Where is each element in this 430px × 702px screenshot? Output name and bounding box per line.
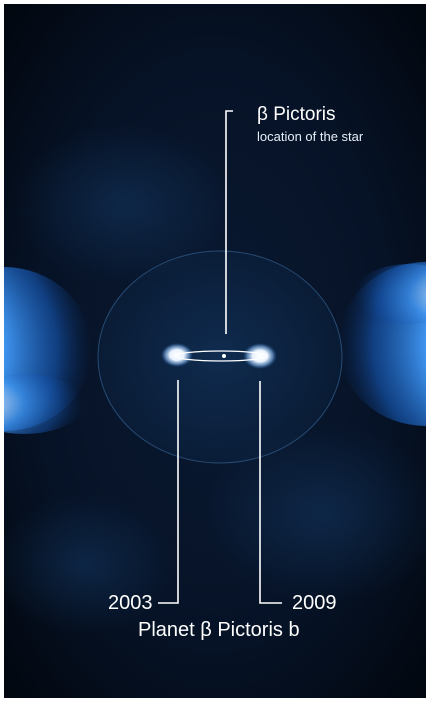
disc-glow-right xyxy=(354,264,426,324)
star-description-label: location of the star xyxy=(257,129,364,144)
disc-glow-left xyxy=(4,374,84,434)
orbit-ellipse xyxy=(174,350,268,362)
haze xyxy=(4,494,174,634)
year-2003-label: 2003 xyxy=(108,592,153,614)
leader-line-2009 xyxy=(259,381,282,604)
star-name-label: β Pictoris xyxy=(257,104,336,125)
planet-blob-2009 xyxy=(243,343,277,369)
planet-name-label: Planet β Pictoris b xyxy=(138,619,300,641)
haze xyxy=(14,124,234,284)
inner-region xyxy=(97,250,343,464)
year-2009-label: 2009 xyxy=(292,592,337,614)
space-image xyxy=(4,4,426,698)
star-dot xyxy=(222,354,226,358)
image-frame: β Pictoris location of the star 2003 200… xyxy=(4,4,426,698)
star-leader-line xyxy=(225,110,233,334)
leader-line-2003 xyxy=(158,380,179,604)
